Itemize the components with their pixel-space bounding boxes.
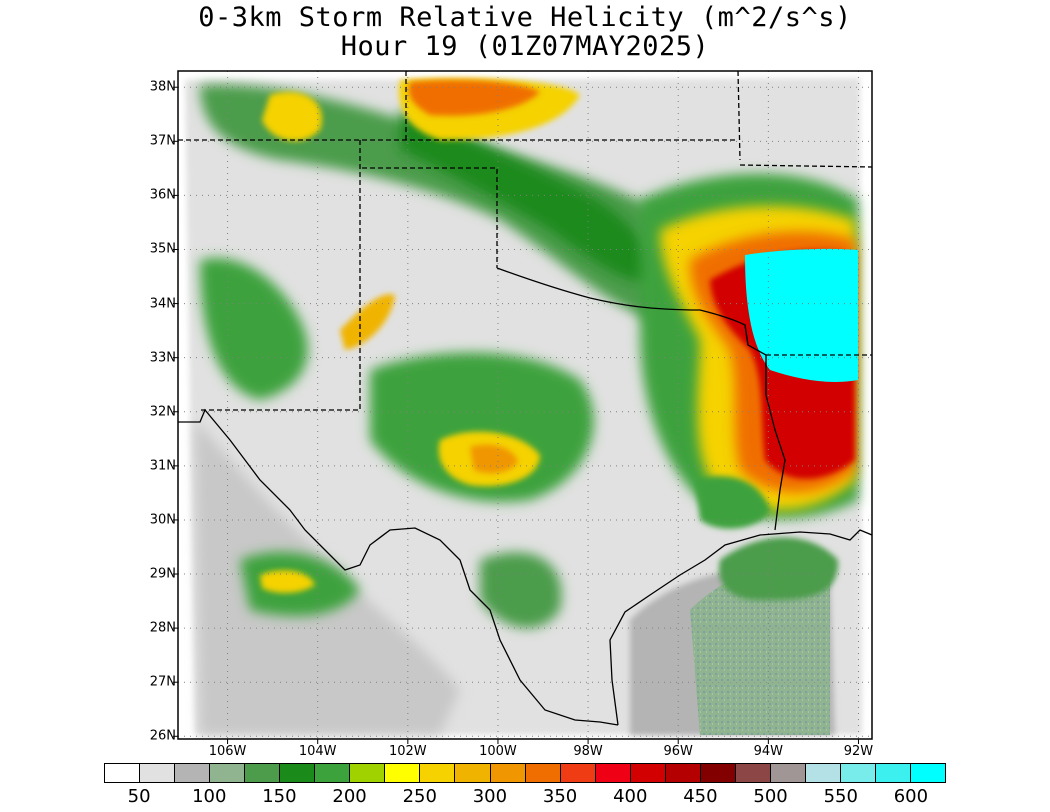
color-scale-swatch [700,764,736,782]
color-scale-label: 200 [332,786,367,807]
color-scale-swatch [805,764,841,782]
color-scale-swatch [245,764,281,782]
color-scale-swatch [350,764,386,782]
cyan-east [745,248,858,382]
green-south-central [480,552,562,629]
lat-label: 26N [149,728,176,744]
color-scale-swatch [420,764,456,782]
state-border-dashed [178,71,872,411]
color-scale-swatch [876,764,912,782]
lat-label: 27N [149,674,176,690]
lat-label: 28N [149,620,176,636]
color-scale-label: 500 [753,786,788,807]
yellow-north-west [262,91,322,141]
helicity-field [185,78,862,735]
lat-label: 34N [149,296,176,312]
color-scale-bar [104,763,946,783]
color-scale-swatch [595,764,631,782]
lat-label: 36N [149,187,176,203]
lat-label: 30N [149,512,176,528]
color-scale-label: 150 [262,786,297,807]
green-area-southeast [719,537,839,600]
map-subtitle: Hour 19 (01Z07MAY2025) [340,31,710,62]
color-scale-label: 450 [683,786,718,807]
lon-label: 102W [388,744,427,759]
color-scale-swatch [911,764,946,782]
axis-ticks [173,86,859,744]
orange-north [408,80,540,116]
color-scale-label: 50 [127,786,151,807]
gulf-coast [609,529,872,726]
color-scale-swatch [525,764,561,782]
color-scale-label: 600 [893,786,929,807]
color-scale-swatch [140,764,176,782]
color-scale-swatch [770,764,806,782]
color-scale-swatch [175,764,211,782]
green-belt-north-dark [400,110,660,282]
color-scale-swatch [385,764,421,782]
lon-label: 94W [753,744,784,759]
lon-label: 100W [479,744,517,759]
lat-label: 29N [149,566,176,582]
color-scale-label: 550 [823,786,858,807]
color-scale-swatch [455,764,491,782]
yellow-southwest [260,570,315,593]
color-scale-swatch [560,764,596,782]
color-scale-label: 100 [192,786,227,807]
color-scale-swatch [490,764,526,782]
color-scale-swatch [210,764,246,782]
lat-label: 33N [149,350,176,366]
color-scale-swatch [280,764,316,782]
color-scale-swatch [735,764,771,782]
color-scale-swatch [630,764,666,782]
color-scale-swatch [105,764,141,782]
color-scale-label: 250 [402,786,437,807]
louisiana-border [744,324,767,395]
green-belt-north [200,84,708,320]
color-scale-swatch [840,764,877,782]
lon-label: 98W [573,744,603,759]
lon-label: 104W [298,744,337,759]
lon-label: 106W [208,744,247,759]
color-scale-swatch [665,764,701,782]
boundaries [178,71,872,726]
color-scale-label: 350 [542,786,578,807]
map-frame [177,70,873,740]
green-southeast-coast [695,476,770,529]
lat-label: 38N [149,79,176,95]
lat-label: 35N [149,241,176,257]
green-west [200,258,308,400]
lon-label: 92W [843,744,874,759]
speckled-area-southeast [690,566,830,735]
green-central [370,352,594,502]
lat-label: 32N [149,404,176,420]
lat-label: 37N [149,133,176,149]
lon-label: 96W [663,744,693,759]
orange-central [470,444,518,474]
yellow-west-band [340,294,395,350]
color-scale-label: 400 [613,786,648,807]
lat-label: 31N [149,458,176,474]
map-title: 0-3km Storm Relative Helicity (m^2/s^s) [198,2,852,33]
color-scale-swatch [315,764,351,782]
color-scale-label: 300 [472,786,508,807]
